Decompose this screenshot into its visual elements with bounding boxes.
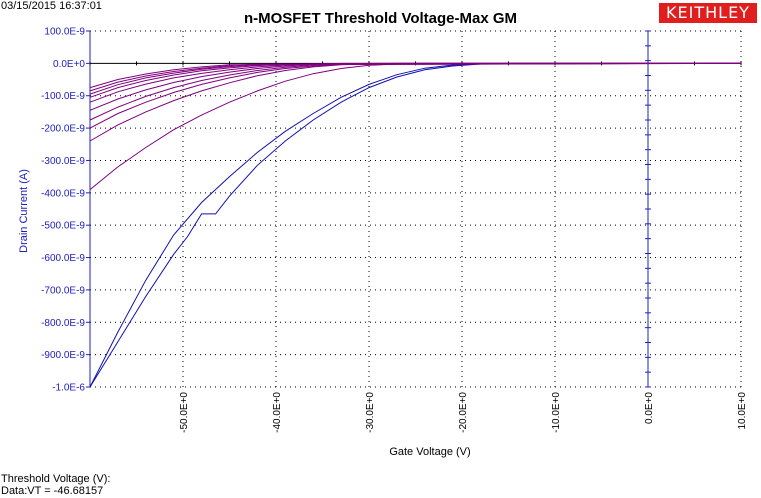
chart-title: n-MOSFET Threshold Voltage-Max GM [243, 10, 518, 27]
series-line [89, 62, 741, 388]
y-tick-label: -500.0E-9 [41, 221, 85, 232]
timestamp: 03/15/2015 16:37:01 [1, 0, 102, 12]
keithley-logo: KEITHLEY [659, 3, 757, 23]
series-line [89, 62, 741, 142]
series-line [89, 62, 742, 89]
y-axis-label: Drain Current (A) [18, 169, 30, 253]
y-tick-label: 0.0E+0 [53, 59, 85, 70]
y-tick-label: -300.0E-9 [41, 156, 85, 167]
series-line [89, 62, 742, 103]
series-line [89, 62, 742, 92]
x-tick-label: -50.0E+0 [179, 392, 190, 433]
y-tick-labels: 100.0E-9 0.0E+0 -100.0E-9 -200.0E-9 -300.0E-… [41, 27, 90, 394]
x-axis-label: Gate Voltage (V) [389, 446, 471, 458]
grid [90, 30, 742, 388]
x-tick-label: -10.0E+0 [551, 392, 562, 433]
y-tick-label: -400.0E-9 [41, 188, 85, 199]
series-group [89, 62, 742, 388]
y-tick-label: -200.0E-9 [41, 124, 85, 135]
y-tick-label: -800.0E-9 [41, 318, 85, 329]
threshold-value: Data:VT = -46.68157 [1, 485, 104, 497]
y-tick-label: -100.0E-9 [41, 91, 85, 102]
x-tick-labels: -50.0E+0 -40.0E+0 -30.0E+0 -20.0E+0 -10.0E+0… [179, 392, 748, 433]
x-tick-label: -40.0E+0 [272, 392, 283, 433]
threshold-label: Threshold Voltage (V): [1, 473, 111, 485]
series-line [89, 62, 741, 190]
x-tick-label: -20.0E+0 [458, 392, 469, 433]
y-tick-label: -600.0E-9 [41, 253, 85, 264]
y-tick-label: -1.0E-6 [52, 383, 85, 394]
x-tick-label: -30.0E+0 [365, 392, 376, 433]
x-tick-label: 10.0E+0 [737, 392, 748, 430]
y-tick-label: -900.0E-9 [41, 350, 85, 361]
x-tick-label: 0.0E+0 [644, 392, 655, 424]
y-tick-label: -700.0E-9 [41, 285, 85, 296]
y-tick-label: 100.0E-9 [44, 27, 85, 38]
